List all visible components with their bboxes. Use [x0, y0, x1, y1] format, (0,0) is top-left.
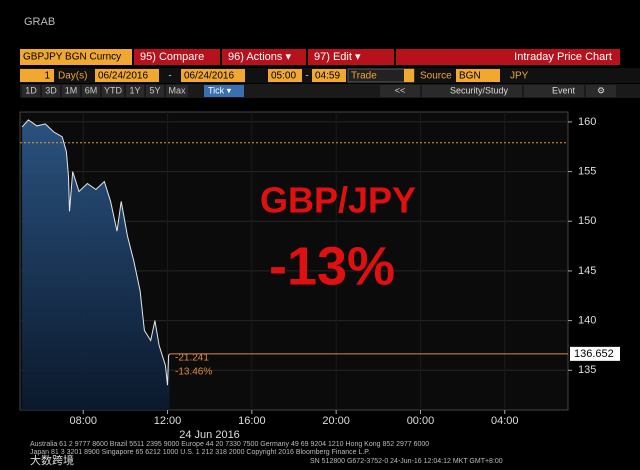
last-price-label: 136.652 — [574, 348, 614, 360]
period-button[interactable] — [146, 85, 164, 97]
change-pct-label: -13.46% — [175, 366, 212, 377]
settings-icon: ⚙ — [597, 85, 605, 95]
period-label: 6M — [85, 85, 98, 95]
edit-button[interactable] — [308, 49, 394, 65]
compare-label: 95) Compare — [140, 51, 204, 63]
study-button[interactable] — [422, 85, 522, 97]
actions-label: 96) Actions ▾ — [228, 51, 291, 63]
change-label: -21.241 — [175, 352, 209, 363]
annotation: GBP/JPY — [260, 180, 416, 221]
x-tick-label: 04:00 — [491, 415, 519, 427]
end-time: 04:59 — [315, 71, 340, 82]
back-button[interactable] — [380, 85, 420, 97]
start-date: 06/24/2016 — [98, 71, 148, 82]
y-tick-label: 150 — [578, 215, 596, 227]
source: BGN — [459, 71, 481, 82]
period-button[interactable] — [166, 85, 188, 97]
security: GBPJPY BGN Curncy — [23, 52, 121, 63]
y-tick-label: 145 — [578, 265, 596, 277]
area — [22, 119, 170, 411]
x-tick-label: 08:00 — [69, 415, 97, 427]
period-buttons: 1D 3D 1M 6M YTD 1Y 5Y Max — [22, 85, 188, 97]
y-tick-label: 155 — [578, 166, 596, 178]
event-button[interactable] — [524, 85, 584, 97]
x-tick-label: 00:00 — [407, 415, 435, 427]
end-date-field[interactable] — [181, 69, 245, 82]
chart: 135 140 145 150 155 160 08:00 12:00 16:00 20:00 00… — [20, 112, 620, 441]
end-time-field[interactable] — [312, 69, 346, 82]
footer-line: Australia 61 2 9777 8600 Brazil 5511 239… — [30, 441, 429, 448]
settings-button[interactable] — [586, 85, 616, 97]
footer-line: Japan 81 3 3201 8900 Singapore 65 6212 1… — [30, 449, 370, 456]
actions-button[interactable] — [222, 49, 306, 65]
period-button[interactable] — [42, 85, 60, 97]
period-label: 3D — [45, 85, 57, 95]
currency: JPY — [510, 71, 529, 82]
tick-label: Tick ▾ — [208, 85, 232, 95]
period-label: YTD — [104, 85, 123, 95]
start-time-field[interactable] — [268, 69, 302, 82]
study-label: Security/Study — [450, 85, 509, 95]
edit-label: 97) Edit ▾ — [314, 51, 361, 63]
compare-button[interactable] — [134, 49, 220, 65]
price-line — [21, 119, 171, 386]
period-button[interactable] — [102, 85, 124, 97]
security-field[interactable] — [20, 49, 132, 65]
period-button[interactable] — [82, 85, 100, 97]
dash: - — [168, 71, 171, 82]
period-label: 1M — [65, 85, 78, 95]
tick-button[interactable] — [204, 85, 244, 97]
period-button[interactable] — [126, 85, 144, 97]
count-field[interactable] — [20, 69, 54, 82]
source-label: Source — [420, 71, 452, 82]
period-label: Max — [168, 85, 186, 95]
x-tick-label: 20:00 — [322, 415, 350, 427]
period-label: 1Y — [129, 85, 140, 95]
unit: Day(s) — [58, 71, 87, 82]
field: Trade — [351, 71, 377, 82]
start-time: 05:00 — [271, 71, 296, 82]
y-tick-label: 135 — [578, 364, 596, 376]
dropdown-arrow[interactable] — [404, 69, 414, 82]
start-date-field[interactable] — [95, 69, 159, 82]
watermark: 大数跨境 — [30, 453, 74, 467]
count: 1 — [44, 71, 50, 82]
period-label: 5Y — [149, 85, 160, 95]
event-label: Event — [552, 85, 576, 95]
period-label: 1D — [25, 85, 37, 95]
source-field[interactable] — [456, 69, 500, 82]
title-bar — [396, 49, 620, 65]
period-button[interactable] — [62, 85, 80, 97]
x-tick-label: 12:00 — [154, 415, 182, 427]
header-label: GRAB — [24, 16, 55, 28]
last-price-tag — [570, 346, 620, 361]
y-tick-label: 140 — [578, 315, 596, 327]
period-button[interactable] — [22, 85, 40, 97]
y-tick-label: 160 — [578, 116, 596, 128]
title: Intraday Price Chart — [514, 51, 612, 63]
dash: - — [305, 71, 308, 82]
end-date: 06/24/2016 — [184, 71, 234, 82]
annotation: -13% — [269, 236, 395, 296]
footer-line: SN 512800 G672-3752-0 24-Jun-16 12:04:12… — [310, 458, 503, 465]
x-axis-label: 24 Jun 2016 — [179, 429, 240, 441]
x-tick-label: 16:00 — [238, 415, 266, 427]
back-label: << — [395, 85, 406, 95]
